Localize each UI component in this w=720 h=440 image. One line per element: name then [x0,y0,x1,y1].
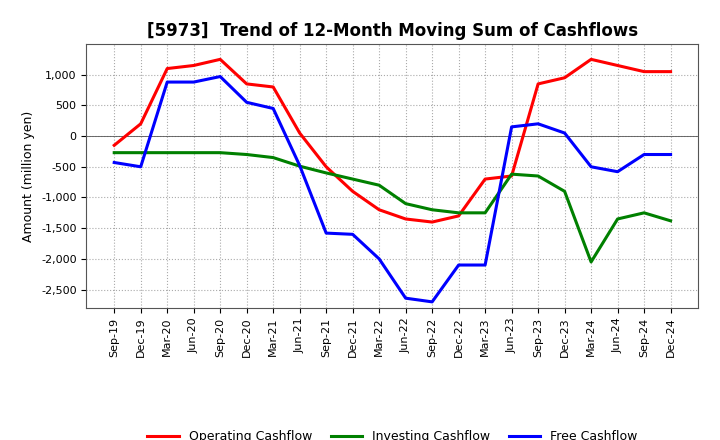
Investing Cashflow [401,201,410,206]
Investing Cashflow [322,170,330,176]
Free Cashflow [428,299,436,304]
Free Cashflow [454,262,463,268]
Investing Cashflow [163,150,171,155]
Investing Cashflow [428,207,436,213]
Investing Cashflow [454,210,463,216]
Investing Cashflow [243,152,251,157]
Investing Cashflow [481,210,490,216]
Investing Cashflow [534,173,542,179]
Operating Cashflow [481,176,490,182]
Operating Cashflow [666,69,675,74]
Free Cashflow [375,256,384,261]
Operating Cashflow [269,84,277,90]
Investing Cashflow [348,176,357,182]
Operating Cashflow [508,173,516,179]
Operating Cashflow [640,69,649,74]
Free Cashflow [587,164,595,169]
Operating Cashflow [428,220,436,225]
Free Cashflow [508,124,516,129]
Free Cashflow [216,74,225,79]
Free Cashflow [560,130,569,136]
Operating Cashflow [534,81,542,87]
Investing Cashflow [613,216,622,222]
Line: Investing Cashflow: Investing Cashflow [114,153,670,262]
Operating Cashflow [216,57,225,62]
Title: [5973]  Trend of 12-Month Moving Sum of Cashflows: [5973] Trend of 12-Month Moving Sum of C… [147,22,638,40]
Operating Cashflow [163,66,171,71]
Investing Cashflow [560,189,569,194]
Y-axis label: Amount (million yen): Amount (million yen) [22,110,35,242]
Free Cashflow [348,232,357,237]
Operating Cashflow [587,57,595,62]
Free Cashflow [243,100,251,105]
Investing Cashflow [295,164,304,169]
Operating Cashflow [348,189,357,194]
Free Cashflow [640,152,649,157]
Investing Cashflow [216,150,225,155]
Free Cashflow [322,231,330,236]
Investing Cashflow [640,210,649,216]
Line: Operating Cashflow: Operating Cashflow [114,59,670,222]
Free Cashflow [295,163,304,168]
Operating Cashflow [136,121,145,126]
Investing Cashflow [110,150,119,155]
Investing Cashflow [136,150,145,155]
Free Cashflow [613,169,622,174]
Operating Cashflow [295,130,304,136]
Investing Cashflow [508,172,516,177]
Investing Cashflow [189,150,198,155]
Operating Cashflow [110,143,119,148]
Free Cashflow [534,121,542,126]
Operating Cashflow [322,164,330,169]
Legend: Operating Cashflow, Investing Cashflow, Free Cashflow: Operating Cashflow, Investing Cashflow, … [143,425,642,440]
Operating Cashflow [613,63,622,68]
Free Cashflow [666,152,675,157]
Free Cashflow [401,296,410,301]
Operating Cashflow [454,213,463,219]
Investing Cashflow [269,155,277,160]
Operating Cashflow [560,75,569,81]
Free Cashflow [189,80,198,85]
Operating Cashflow [189,63,198,68]
Investing Cashflow [375,183,384,188]
Free Cashflow [136,164,145,169]
Operating Cashflow [375,207,384,213]
Operating Cashflow [243,81,251,87]
Free Cashflow [481,262,490,268]
Free Cashflow [163,80,171,85]
Line: Free Cashflow: Free Cashflow [114,77,670,302]
Investing Cashflow [666,218,675,224]
Operating Cashflow [401,216,410,222]
Free Cashflow [110,160,119,165]
Free Cashflow [269,106,277,111]
Investing Cashflow [587,259,595,264]
